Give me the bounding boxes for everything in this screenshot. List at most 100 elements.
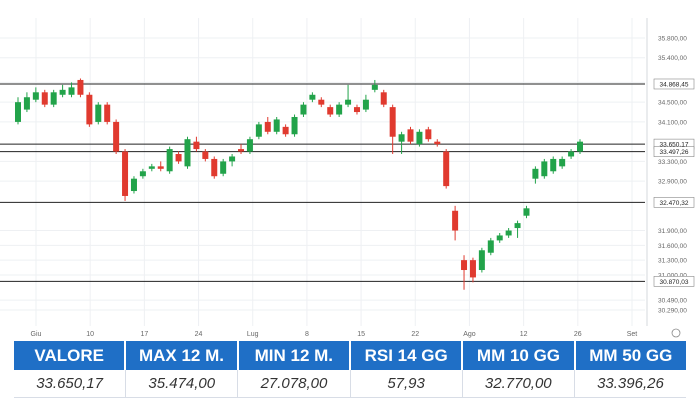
candle-body [68,87,75,95]
candle-body [41,92,48,105]
candle-body [514,223,521,229]
candle-body [487,240,494,253]
stat-header-max-12m: MAX 12 M. [126,341,239,370]
settings-icon [671,328,681,338]
candle-body [32,92,39,100]
y-tick-label: 31.000,00 [658,272,687,279]
x-tick-label: 8 [305,331,309,338]
y-tick-label: 30.490,00 [658,298,687,305]
candle-body [434,141,441,145]
candle-body [380,92,387,105]
x-tick-label: 22 [411,331,419,338]
stats-table: VALORE MAX 12 M. MIN 12 M. RSI 14 GG MM … [14,341,686,398]
stat-value-max-12m: 35.474,00 [126,370,239,397]
candle-body [104,104,111,122]
candle-body [86,94,93,125]
level-tag [653,276,695,287]
candle-body [77,79,84,95]
candle-body [318,99,325,105]
x-tick-label: Giu [31,331,42,338]
candle-body [246,139,253,152]
candle-body [59,89,66,95]
candle-body [122,151,129,196]
candle-body [273,119,280,132]
candle-body [550,158,557,172]
y-tick-label: 34.500,00 [658,100,687,107]
y-tick-label: 35.400,00 [658,55,687,62]
candle-body [362,99,369,110]
candle-body [532,168,539,179]
x-tick-label: 24 [195,331,203,338]
candle-body [148,166,155,169]
x-tick-label: Ago [463,331,476,338]
candle-body [523,208,530,216]
y-tick-label: 30.290,00 [658,308,687,315]
candle-body [336,104,343,115]
candle-body [255,124,262,137]
candle-body [469,260,476,278]
y-tick-label: 31.600,00 [658,243,687,250]
candle-body [264,121,271,132]
candle-body [327,107,334,115]
candle-body [577,141,583,152]
candle-body [371,84,378,90]
candle-body [220,161,227,174]
candle-body [568,151,575,157]
candle-body [238,149,245,152]
candle-body [175,154,182,162]
x-tick-label: Set [627,331,638,338]
x-tick-label: Lug [247,331,259,338]
level-tag-label: 34.868,45 [660,81,689,88]
level-tag-label: 32.470,32 [660,200,689,207]
candle-body [416,131,423,145]
stat-header-mm-10gg: MM 10 GG [463,341,576,370]
y-tick-label: 33.300,00 [658,159,687,166]
level-tag [653,78,695,90]
y-tick-label: 31.300,00 [658,258,687,265]
candle-body [407,129,414,142]
x-tick-label: 10 [86,331,94,338]
candle-body [309,94,316,100]
candle-body [23,97,30,110]
candle-body [15,102,21,122]
stat-header-valore: VALORE [14,341,127,370]
candle-body [398,134,405,142]
y-tick-label: 32.900,00 [658,179,687,186]
candle-body [95,104,102,122]
level-tag [653,197,695,208]
y-tick-label: 35.800,00 [658,36,687,43]
stat-value-valore: 33.650,17 [14,370,127,397]
candle-body [300,104,307,115]
candle-body [113,121,120,152]
stats-value-row: 33.650,17 35.474,00 27.078,00 57,93 32.7… [14,370,686,398]
candle-body [202,151,209,159]
level-tag-label: 33.650,17 [660,142,689,149]
level-tag-label: 30.870,03 [660,279,689,286]
x-tick-label: 15 [357,331,365,338]
stat-header-rsi-14gg: RSI 14 GG [350,341,464,370]
level-tag [653,146,695,157]
x-tick-label: 26 [574,331,582,338]
y-tick-label: 34.100,00 [658,119,687,126]
candle-body [389,107,396,137]
candle-body [443,151,450,187]
candle-body [353,107,360,113]
candle-body [478,250,485,271]
candle-body [541,161,548,177]
candle-body [184,139,191,167]
candle-body [211,158,218,177]
stat-value-rsi-14gg: 57,93 [351,370,463,397]
candle-body [166,149,173,172]
candle-body [496,235,503,241]
candle-body [130,178,137,192]
stat-value-mm-10gg: 32.770,00 [463,370,575,397]
stats-header-row: VALORE MAX 12 M. MIN 12 M. RSI 14 GG MM … [14,341,686,370]
candle-body [282,126,289,135]
candlestick-chart: Giu 10 17 24 Lug 8 15 22 Ago 12 26 Set 35.800,00 35.4… [0,18,695,338]
candle-body [559,158,566,167]
stat-header-mm-50gg: MM 50 GG [575,341,686,370]
candle-body [505,230,512,236]
candle-body [139,171,146,177]
x-tick-label: 17 [140,331,148,338]
candle-body [345,99,352,105]
